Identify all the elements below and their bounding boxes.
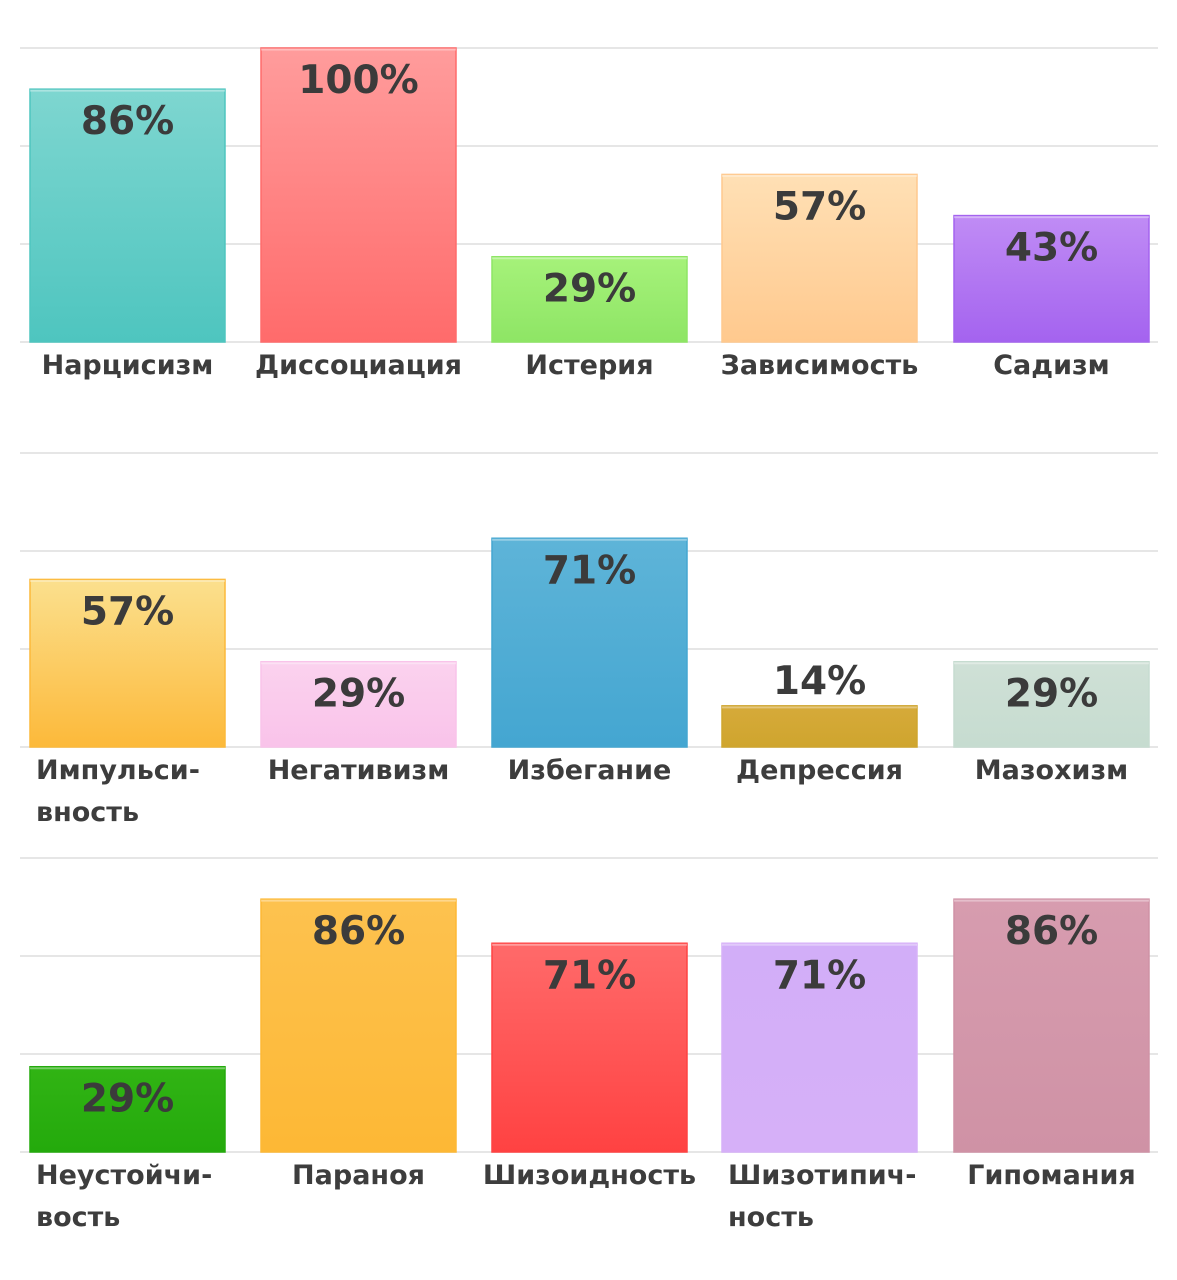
data-label: 29% bbox=[312, 672, 405, 717]
chart-panel-3: 29% Неустойчи-вость 86% Параноя 71% Шизоиднос… bbox=[0, 810, 1177, 1233]
data-label: 14% bbox=[773, 659, 866, 704]
category-label: Шизоидность bbox=[483, 1160, 696, 1191]
category-label: Диссоциация bbox=[255, 350, 462, 381]
category-label: Негативизм bbox=[268, 755, 450, 786]
bar bbox=[491, 255, 688, 343]
bar bbox=[721, 705, 918, 748]
category-label: Неустойчи-вость bbox=[36, 1160, 212, 1233]
category-label: Нарцисизм bbox=[42, 350, 214, 381]
category-label: Избегание bbox=[508, 755, 672, 786]
category-label: Депрессия bbox=[736, 755, 903, 786]
category-label: Садизм bbox=[993, 350, 1110, 381]
bar bbox=[953, 660, 1150, 748]
data-label: 57% bbox=[773, 184, 866, 229]
data-label: 29% bbox=[1005, 672, 1098, 717]
bar bbox=[260, 898, 457, 1153]
bar bbox=[29, 578, 226, 748]
data-label: 100% bbox=[298, 58, 419, 103]
data-label: 86% bbox=[1005, 909, 1098, 954]
data-label: 86% bbox=[312, 909, 405, 954]
bar bbox=[260, 660, 457, 748]
category-label: Параноя bbox=[292, 1160, 425, 1191]
bar-chart-1: 86% Нарцисизм 100% Диссоциация 29% Истерия 57%… bbox=[20, 47, 1158, 381]
data-label: 43% bbox=[1005, 226, 1098, 271]
category-label: Импульси-вность bbox=[36, 755, 200, 828]
data-label: 29% bbox=[81, 1077, 174, 1122]
bar bbox=[260, 47, 457, 343]
bar bbox=[721, 173, 918, 343]
category-label: Гипомания bbox=[967, 1160, 1136, 1191]
category-label: Шизотипич-ность bbox=[728, 1160, 916, 1233]
data-label: 29% bbox=[543, 267, 636, 312]
bar bbox=[721, 942, 918, 1153]
data-label: 57% bbox=[81, 589, 174, 634]
category-label: Мазохизм bbox=[975, 755, 1128, 786]
data-label: 71% bbox=[773, 953, 866, 998]
data-label: 71% bbox=[543, 548, 636, 593]
data-label: 86% bbox=[81, 99, 174, 144]
bar bbox=[953, 898, 1150, 1153]
bar bbox=[29, 1065, 226, 1153]
bar bbox=[491, 942, 688, 1153]
category-label: Зависимость bbox=[721, 350, 919, 381]
data-label: 71% bbox=[543, 953, 636, 998]
category-label: Истерия bbox=[525, 350, 653, 381]
bar-chart-3: 29% Неустойчи-вость 86% Параноя 71% Шизоиднос… bbox=[20, 857, 1158, 1233]
chart-panel-2: 57% Импульси-вность 29% Негативизм 71% Избега… bbox=[0, 405, 1177, 828]
chart-panel-1: 86% Нарцисизм 100% Диссоциация 29% Истерия 57%… bbox=[0, 0, 1177, 405]
bar bbox=[29, 88, 226, 343]
bar-chart-2: 57% Импульси-вность 29% Негативизм 71% Избега… bbox=[20, 452, 1158, 828]
bar bbox=[491, 537, 688, 748]
bar bbox=[953, 214, 1150, 343]
